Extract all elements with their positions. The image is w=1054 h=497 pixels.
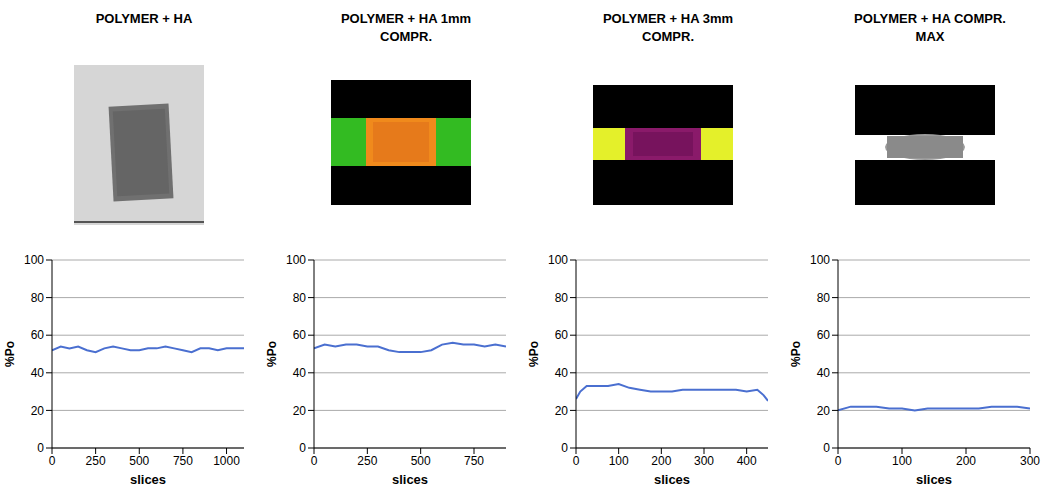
svg-text:200: 200	[956, 454, 976, 468]
svg-text:0: 0	[561, 441, 568, 455]
svg-text:0: 0	[37, 441, 44, 455]
svg-text:40: 40	[293, 366, 307, 380]
svg-text:0: 0	[573, 454, 580, 468]
svg-text:80: 80	[293, 291, 307, 305]
svg-text:200: 200	[651, 454, 671, 468]
svg-text:500: 500	[411, 454, 431, 468]
svg-text:1000: 1000	[213, 454, 240, 468]
svg-text:20: 20	[817, 404, 831, 418]
svg-text:300: 300	[694, 454, 714, 468]
svg-text:0: 0	[823, 441, 830, 455]
svg-text:400: 400	[737, 454, 757, 468]
svg-text:%Po: %Po	[528, 341, 541, 367]
svg-text:100: 100	[810, 253, 830, 267]
svg-text:750: 750	[173, 454, 193, 468]
svg-text:60: 60	[31, 328, 45, 342]
svg-text:40: 40	[31, 366, 45, 380]
svg-text:100: 100	[548, 253, 568, 267]
svg-text:20: 20	[555, 404, 569, 418]
svg-text:0: 0	[311, 454, 318, 468]
svg-text:slices: slices	[130, 472, 166, 487]
svg-text:80: 80	[817, 291, 831, 305]
svg-text:250: 250	[357, 454, 377, 468]
svg-text:slices: slices	[392, 472, 428, 487]
html-text:POLYMER + HA: POLYMER + HA	[95, 11, 193, 26]
svg-text:60: 60	[555, 328, 569, 342]
svg-text:20: 20	[293, 404, 307, 418]
svg-text:0: 0	[835, 454, 842, 468]
svg-text:100: 100	[892, 454, 912, 468]
svg-text:100: 100	[609, 454, 629, 468]
svg-text:%Po: %Po	[4, 341, 17, 367]
svg-text:100: 100	[286, 253, 306, 267]
svg-text:40: 40	[817, 366, 831, 380]
svg-text:slices: slices	[654, 472, 690, 487]
svg-text:slices: slices	[916, 472, 952, 487]
html-text:POLYMER + HA 1mm COMPR.: POLYMER + HA 1mm COMPR.	[340, 11, 472, 44]
svg-text:750: 750	[464, 454, 484, 468]
svg-text:60: 60	[293, 328, 307, 342]
svg-text:0: 0	[49, 454, 56, 468]
svg-text:100: 100	[24, 253, 44, 267]
svg-text:80: 80	[555, 291, 569, 305]
svg-text:0: 0	[299, 441, 306, 455]
svg-text:20: 20	[31, 404, 45, 418]
svg-text:300: 300	[1020, 454, 1040, 468]
svg-text:250: 250	[86, 454, 106, 468]
svg-text:%Po: %Po	[266, 341, 279, 367]
html-text:POLYMER + HA 3mm COMPR.: POLYMER + HA 3mm COMPR.	[602, 11, 734, 44]
svg-text:80: 80	[31, 291, 45, 305]
svg-text:60: 60	[817, 328, 831, 342]
svg-text:40: 40	[555, 366, 569, 380]
svg-text:500: 500	[129, 454, 149, 468]
html-text:POLYMER + HA COMPR. MAX: POLYMER + HA COMPR. MAX	[854, 11, 1006, 44]
svg-text:%Po: %Po	[790, 341, 803, 367]
